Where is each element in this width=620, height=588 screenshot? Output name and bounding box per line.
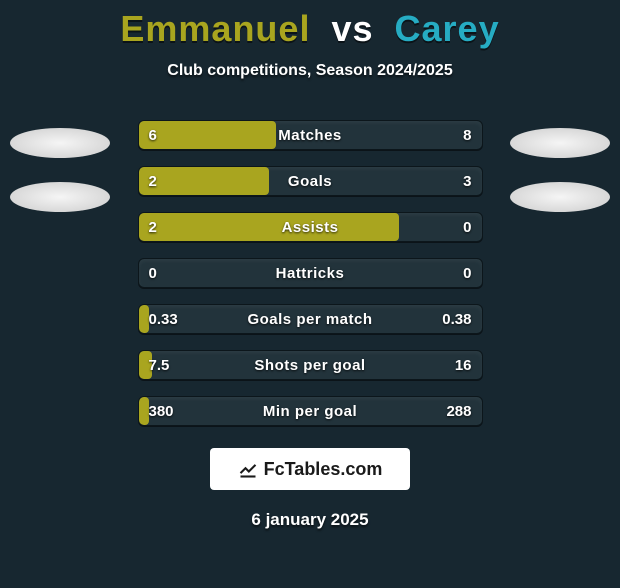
stat-bars: 6Matches82Goals32Assists00Hattricks00.33… <box>138 120 483 426</box>
player1-avatars <box>10 128 110 212</box>
stat-row: 2Goals3 <box>138 166 483 196</box>
stat-label: Min per goal <box>139 397 482 425</box>
stat-label: Assists <box>139 213 482 241</box>
brand-text: FcTables.com <box>264 459 383 480</box>
stat-row: 6Matches8 <box>138 120 483 150</box>
brand-badge: FcTables.com <box>210 448 410 490</box>
subtitle: Club competitions, Season 2024/2025 <box>0 62 620 80</box>
stat-label: Goals per match <box>139 305 482 333</box>
chart-icon <box>238 459 258 479</box>
stat-value-right: 288 <box>446 397 471 425</box>
comparison-title: Emmanuel vs Carey <box>0 8 620 50</box>
stat-value-right: 8 <box>463 121 471 149</box>
stat-value-right: 0.38 <box>442 305 471 333</box>
stat-value-right: 3 <box>463 167 471 195</box>
stat-label: Matches <box>139 121 482 149</box>
avatar-placeholder <box>10 128 110 158</box>
stat-label: Shots per goal <box>139 351 482 379</box>
player1-name: Emmanuel <box>120 8 310 49</box>
player2-avatars <box>510 128 610 212</box>
stat-row: 380Min per goal288 <box>138 396 483 426</box>
avatar-placeholder <box>510 128 610 158</box>
stat-value-right: 0 <box>463 213 471 241</box>
stat-value-right: 0 <box>463 259 471 287</box>
vs-label: vs <box>331 8 373 49</box>
stat-row: 0Hattricks0 <box>138 258 483 288</box>
avatar-placeholder <box>510 182 610 212</box>
stat-value-right: 16 <box>455 351 472 379</box>
stat-row: 7.5Shots per goal16 <box>138 350 483 380</box>
stat-label: Hattricks <box>139 259 482 287</box>
avatar-placeholder <box>10 182 110 212</box>
date-label: 6 january 2025 <box>0 510 620 530</box>
stat-label: Goals <box>139 167 482 195</box>
player2-name: Carey <box>395 8 500 49</box>
stat-row: 2Assists0 <box>138 212 483 242</box>
stat-row: 0.33Goals per match0.38 <box>138 304 483 334</box>
